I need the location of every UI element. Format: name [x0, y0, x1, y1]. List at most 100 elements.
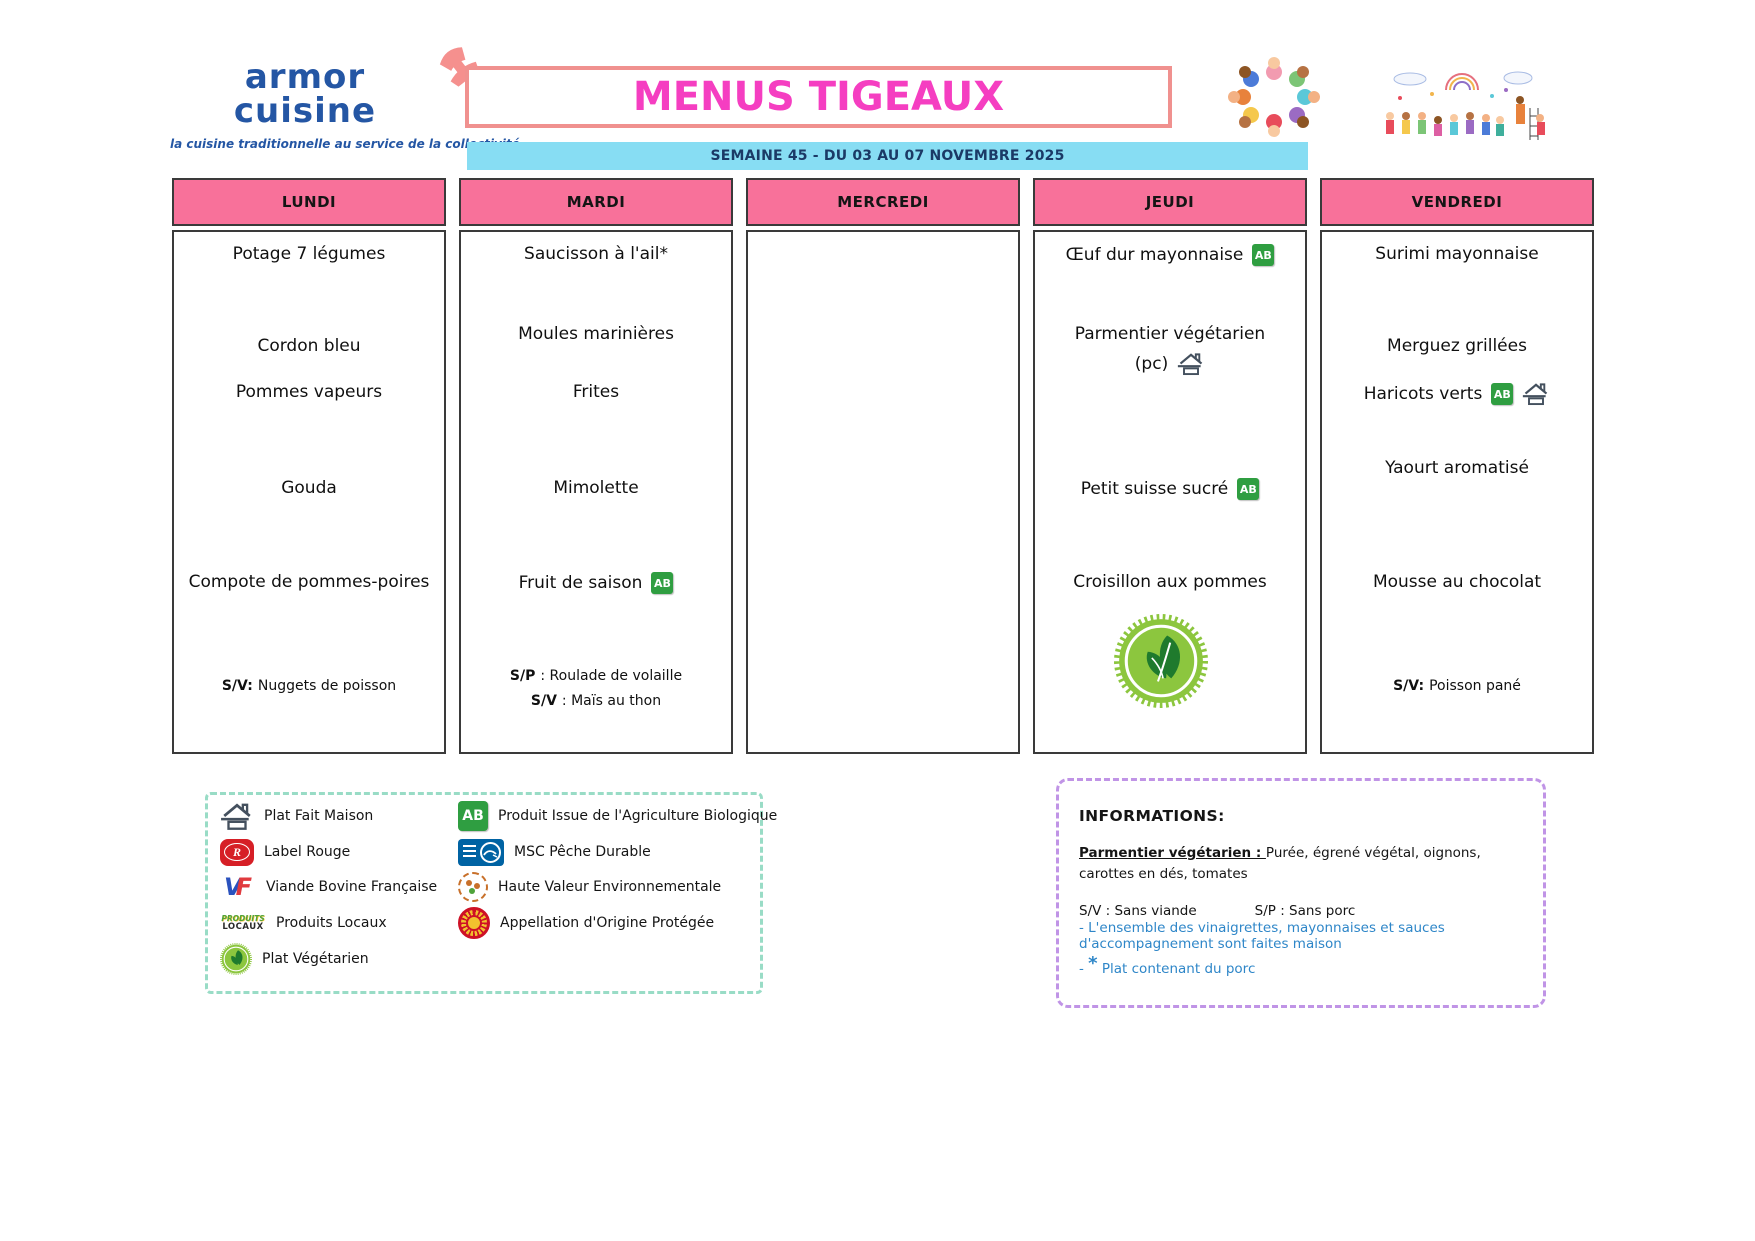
children-drawing-illustration — [1386, 71, 1545, 140]
informations-note-sauces: - L'ensemble des vinaigrettes, mayonnais… — [1079, 920, 1445, 952]
dish-side: Pommes vapeurs — [235, 382, 383, 402]
week-banner: SEMAINE 45 - DU 03 AU 07 NOVEMBRE 2025 — [467, 142, 1308, 170]
dish-dairy: Mimolette — [553, 478, 639, 498]
day-column-lundi: LUNDI Potage 7 légumes Cordon bleu Pomme… — [172, 178, 446, 754]
dish-main: Moules marinières — [518, 324, 674, 344]
day-header: MERCREDI — [746, 178, 1020, 226]
alternative-prefix: S/V: — [1393, 678, 1425, 694]
day-header: JEUDI — [1033, 178, 1307, 226]
asterisk-mark: * — [1088, 953, 1098, 974]
fait-maison-icon — [1178, 353, 1203, 376]
main-sub-text: (pc) — [1134, 354, 1169, 374]
brand-tagline: la cuisine traditionnelle au service de … — [170, 137, 520, 151]
dish-alternative: S/V : Maïs au thon — [461, 693, 731, 709]
alternative-prefix: S/V: — [221, 678, 253, 694]
title-box: MENUS TIGEAUX — [465, 66, 1172, 128]
sv-definition: S/V : Sans viande — [1079, 903, 1197, 919]
ab-bio-icon: AB — [458, 801, 488, 831]
dish-side: Frites — [572, 382, 620, 402]
dairy-text: Petit suisse sucré — [1080, 479, 1229, 499]
dish-side: Haricots verts AB — [1322, 382, 1592, 406]
legend-item-fait-maison: Plat Fait Maison — [220, 799, 373, 833]
dish-main: Merguez grillées — [1387, 336, 1527, 356]
label-rouge-icon: R — [220, 838, 254, 866]
alternative-text: : Maïs au thon — [561, 693, 662, 709]
ab-bio-icon: AB — [1237, 478, 1260, 500]
informations-dish-description: Parmentier végétarien : Purée, égrené vé… — [1079, 843, 1517, 885]
legend-item-agriculture-biologique: AB Produit Issue de l'Agriculture Biolog… — [458, 799, 777, 833]
legend-label: Haute Valeur Environnementale — [498, 879, 722, 895]
sp-definition: S/P : Sans porc — [1254, 903, 1356, 919]
dish-dessert: Croisillon aux pommes — [1073, 572, 1267, 592]
day-column-jeudi: JEUDI Œuf dur mayonnaise AB Parmentier v… — [1033, 178, 1307, 754]
alternative-prefix: S/V — [530, 693, 557, 709]
legend-item-aop: Appellation d'Origine Protégée — [458, 906, 714, 940]
legend-label: Plat Fait Maison — [264, 808, 374, 824]
day-body: Œuf dur mayonnaise AB Parmentier végétar… — [1033, 230, 1307, 754]
brand-name: armor cuisine — [233, 57, 377, 131]
dish-alternative: S/V: Nuggets de poisson — [174, 678, 444, 694]
legend-item-hve: Haute Valeur Environnementale — [458, 870, 721, 904]
ab-bio-icon: AB — [651, 572, 674, 594]
informations-note-pork: - * Plat contenant du porc — [1079, 953, 1256, 977]
dish-main: Cordon bleu — [257, 336, 361, 356]
day-body: Surimi mayonnaise Merguez grillées Haric… — [1320, 230, 1594, 754]
plat-vegetarien-icon — [220, 943, 252, 975]
dish-dairy: Petit suisse sucré AB — [1035, 478, 1305, 500]
dish-main: Parmentier végétarien — [1074, 324, 1266, 344]
legend-label: Produits Locaux — [276, 915, 387, 931]
day-column-vendredi: VENDREDI Surimi mayonnaise Merguez grill… — [1320, 178, 1594, 754]
produits-locaux-icon: PRODUITS LOCAUX — [221, 914, 265, 932]
day-column-mercredi: MERCREDI — [746, 178, 1020, 754]
alternative-prefix: S/P — [509, 668, 536, 684]
informations-box: INFORMATIONS: Parmentier végétarien : Pu… — [1056, 778, 1546, 1008]
plat-vegetarien-badge — [1114, 614, 1208, 708]
fait-maison-icon — [221, 803, 251, 830]
dish-dessert: Mousse au chocolat — [1372, 572, 1542, 592]
day-header: LUNDI — [172, 178, 446, 226]
alternative-text: Poisson pané — [1429, 678, 1521, 694]
dish-alternative: S/V: Poisson pané — [1322, 678, 1592, 694]
dessert-text: Fruit de saison — [518, 573, 643, 593]
dish-entree: Saucisson à l'ail* — [524, 244, 668, 264]
day-body: Saucisson à l'ail* Moules marinières Fri… — [459, 230, 733, 754]
dish-entree: Potage 7 légumes — [232, 244, 386, 264]
dish-main-sub: (pc) — [1035, 352, 1305, 376]
entree-text: Œuf dur mayonnaise — [1065, 245, 1244, 265]
fait-maison-icon — [1523, 383, 1548, 406]
legend-label: Appellation d'Origine Protégée — [500, 915, 715, 931]
dish-dessert: Compote de pommes-poires — [188, 572, 430, 592]
dish-dairy: Gouda — [281, 478, 337, 498]
side-text: Haricots verts — [1363, 384, 1483, 404]
dish-alternative: S/P : Roulade de volaille — [461, 668, 731, 684]
day-header: MARDI — [459, 178, 733, 226]
dish-description-label: Parmentier végétarien : — [1079, 845, 1266, 861]
legend-item-msc: MSC Pêche Durable — [458, 835, 651, 869]
legend-label: Viande Bovine Française — [266, 879, 438, 895]
ab-bio-icon: AB — [1252, 244, 1275, 266]
dish-dairy: Yaourt aromatisé — [1385, 458, 1529, 478]
children-circle-illustration — [1228, 57, 1320, 137]
brand-logo: armor cuisine la cuisine traditionnelle … — [170, 57, 520, 151]
day-header: VENDREDI — [1320, 178, 1594, 226]
informations-abbreviations: S/V : Sans viande S/P : Sans porc — [1079, 903, 1517, 919]
msc-peche-durable-icon — [458, 838, 504, 866]
day-body — [746, 230, 1020, 754]
week-banner-text: SEMAINE 45 - DU 03 AU 07 NOVEMBRE 2025 — [710, 148, 1065, 164]
dish-description-text: Purée, égrené végétal, oignons, carottes… — [1079, 845, 1481, 882]
page-title: MENUS TIGEAUX — [632, 74, 1005, 120]
day-column-mardi: MARDI Saucisson à l'ail* Moules marinièr… — [459, 178, 733, 754]
alternative-text: Nuggets de poisson — [257, 678, 397, 694]
day-body: Potage 7 légumes Cordon bleu Pommes vape… — [172, 230, 446, 754]
informations-title: INFORMATIONS: — [1079, 807, 1225, 825]
legend-item-label-rouge: R Label Rouge — [220, 835, 350, 869]
alternative-text: : Roulade de volaille — [540, 668, 683, 684]
legend-label: Label Rouge — [264, 844, 351, 860]
legend-label: Produit Issue de l'Agriculture Biologiqu… — [498, 808, 778, 824]
dish-dessert: Fruit de saison AB — [461, 572, 731, 594]
legend-label: MSC Pêche Durable — [514, 844, 651, 860]
